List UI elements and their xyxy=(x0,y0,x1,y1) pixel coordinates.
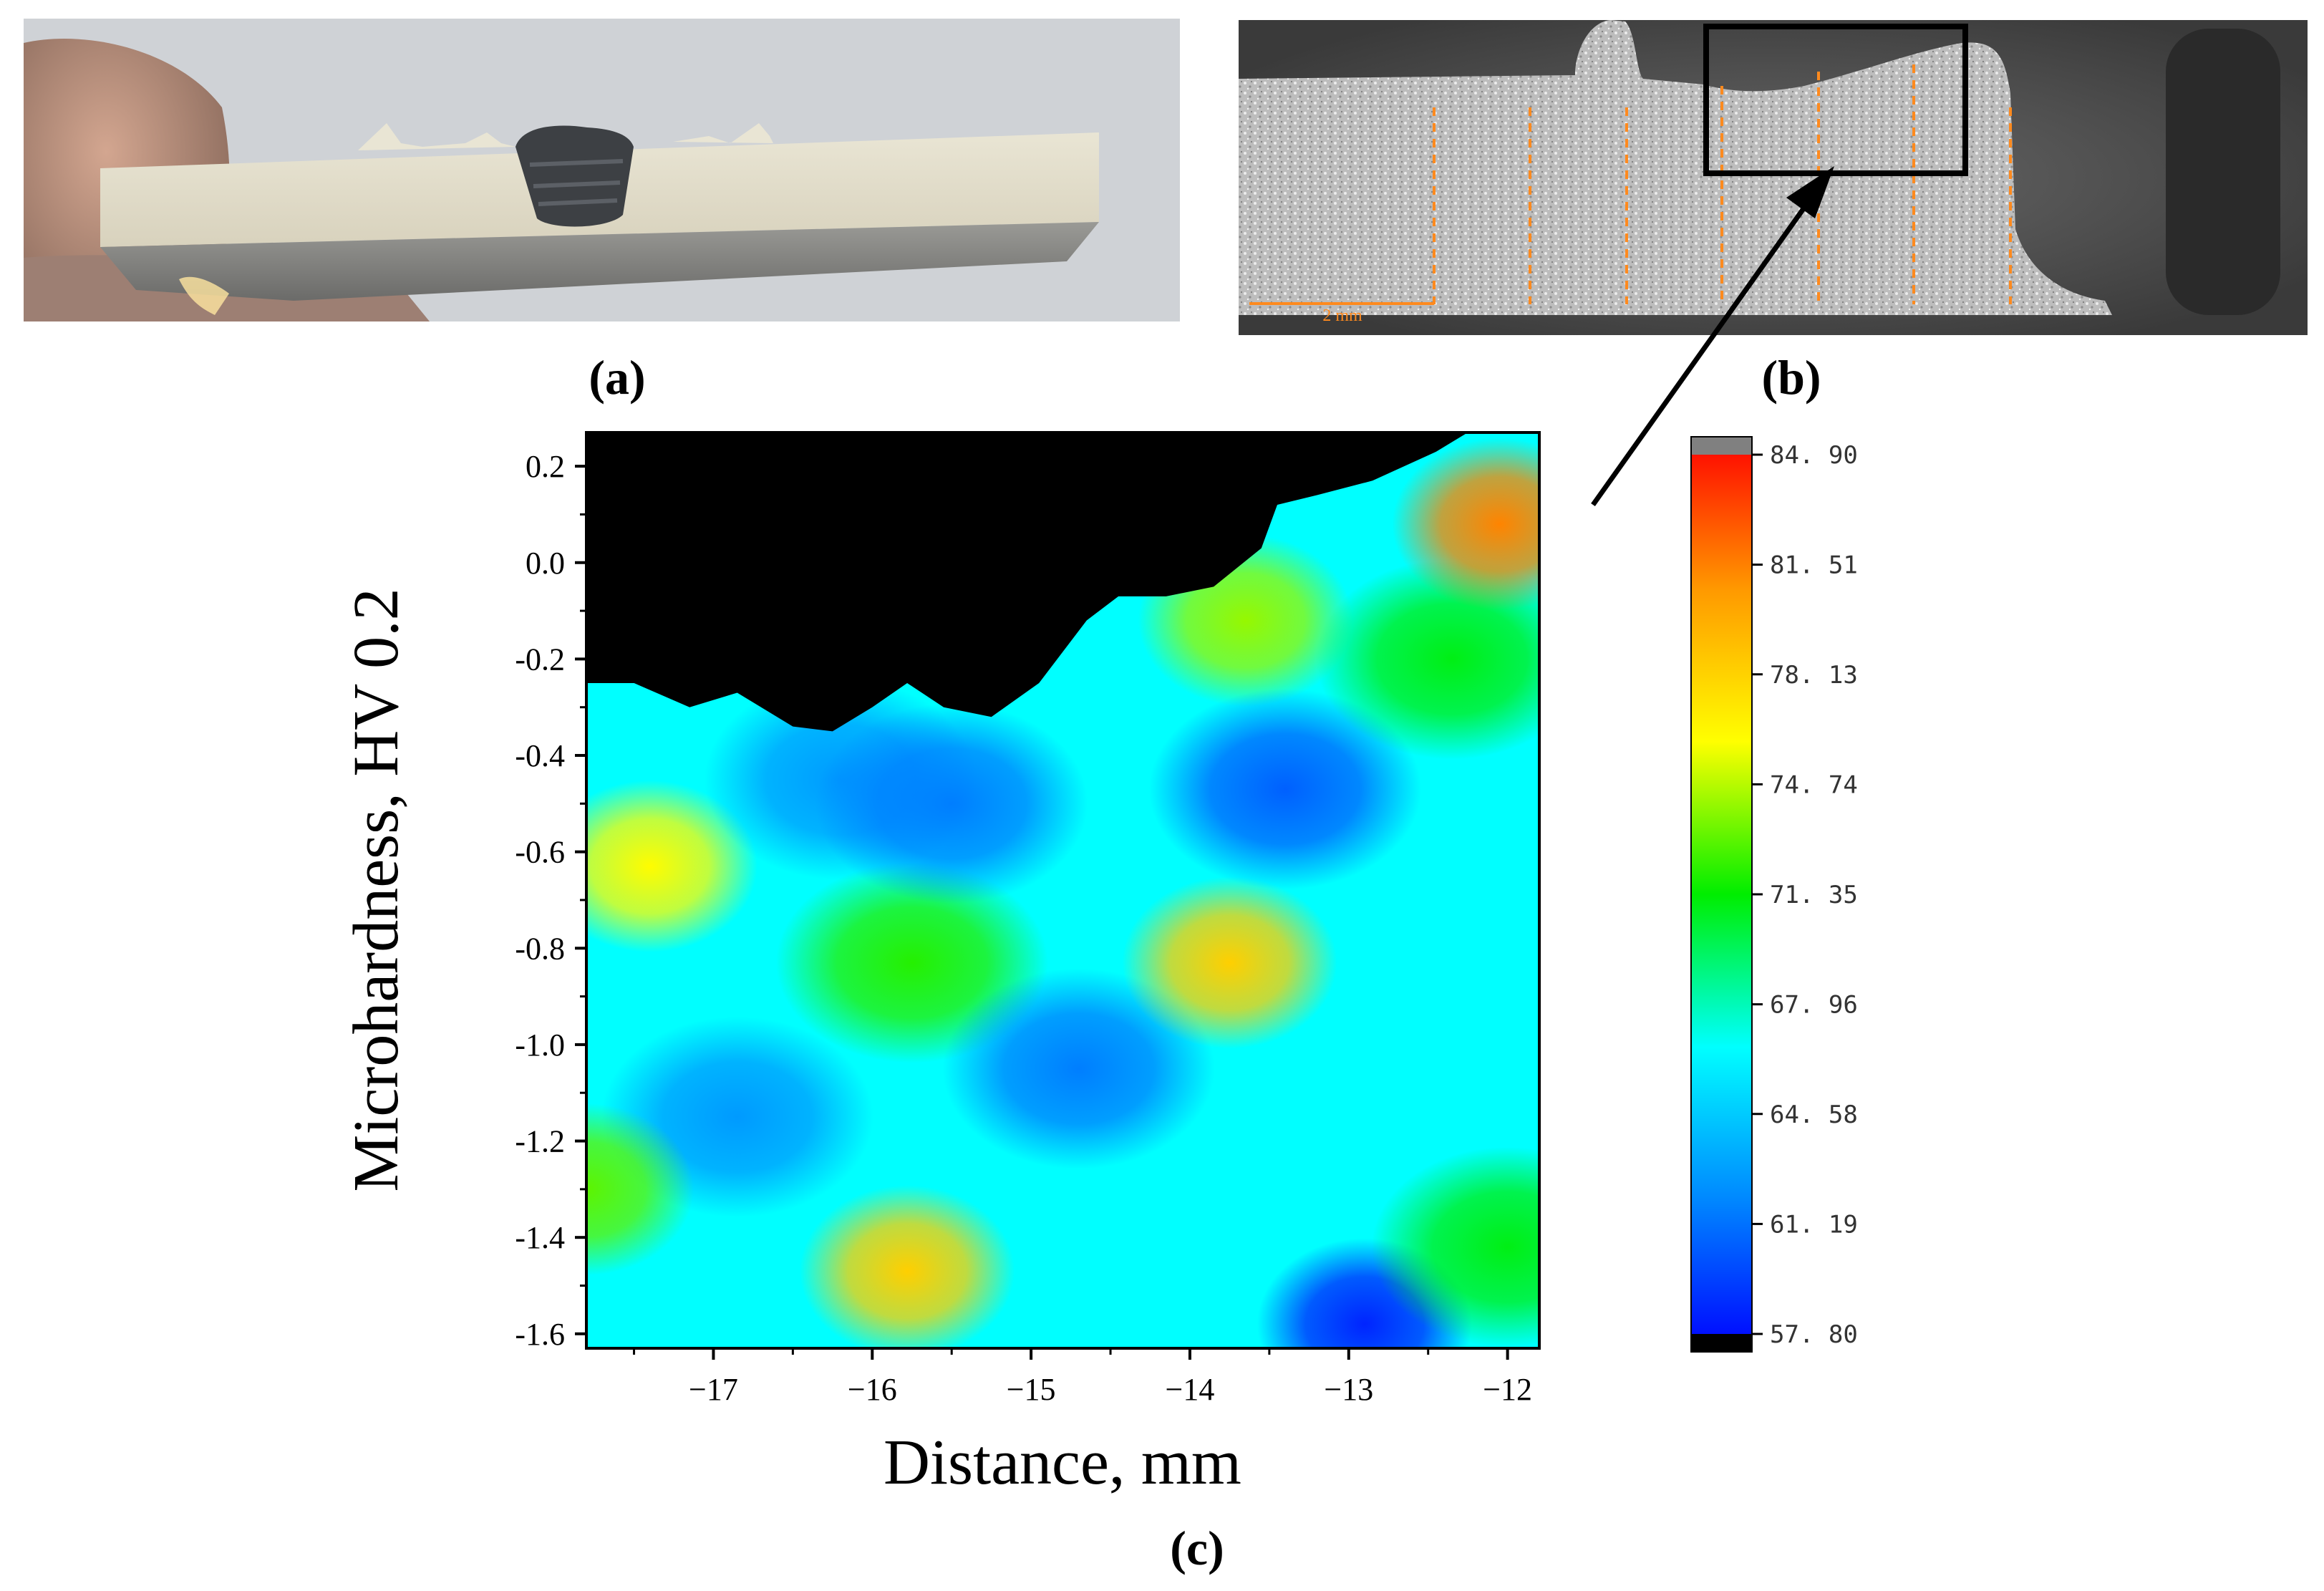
callout-arrow xyxy=(1591,166,1834,507)
colorbar-tick-label: 84. 90 xyxy=(1770,441,1858,470)
x-tick-label: −12 xyxy=(1483,1372,1532,1407)
mounting-resin-shadow xyxy=(2166,29,2280,315)
panel-b-macrograph: 2 mm xyxy=(1239,20,2308,335)
panel-a-photo xyxy=(24,19,1180,321)
plate-side-face xyxy=(100,222,1099,301)
hardness-zone xyxy=(586,780,757,952)
indent-lines xyxy=(1433,64,2012,304)
y-tick-label: -0.6 xyxy=(515,835,565,870)
y-tick-label: -1.6 xyxy=(515,1317,565,1352)
colorbar-tick-label: 74. 74 xyxy=(1770,770,1858,799)
y-axis-label: Microhardness, HV 0.2 xyxy=(341,588,412,1191)
colorbar-tick-label: 71. 35 xyxy=(1770,881,1858,909)
hardness-zone xyxy=(815,703,1088,904)
y-tick-label: 0.2 xyxy=(526,449,565,484)
y-tick-label: -1.0 xyxy=(515,1027,565,1063)
heatmap-plot: −17 −16 −15 −14 −13 −12 0.2 0.0 -0.2 -0.4 -0.6 -0.… xyxy=(515,431,1541,1407)
colorbar-tick-label: 67. 96 xyxy=(1770,991,1858,1020)
colorbar-tick-label: 61. 19 xyxy=(1770,1210,1858,1239)
light-reflection xyxy=(179,276,229,315)
x-axis-label: Distance, mm xyxy=(883,1427,1241,1498)
hardness-zone xyxy=(586,1103,694,1275)
colorbar-overflow-cap xyxy=(1691,437,1752,455)
specimen-surface-mask xyxy=(586,432,1539,732)
panel-b-label: (b) xyxy=(1761,350,1821,405)
colorbar-ticks: 84. 90 81. 51 78. 13 74. 74 71. 35 67. 96 64. … xyxy=(1752,441,1858,1349)
y-tick-label: -0.4 xyxy=(515,738,565,773)
y-axis-ticks: 0.2 0.0 -0.2 -0.4 -0.6 -0.8 -1.0 -1.2 -1.4 -1.6 xyxy=(515,449,586,1352)
x-tick-label: −15 xyxy=(1007,1372,1056,1407)
y-tick-label: -1.2 xyxy=(515,1124,565,1159)
region-of-interest-box xyxy=(1703,24,1968,176)
hardness-zone xyxy=(1392,437,1539,610)
colorbar-ramp xyxy=(1691,437,1752,1352)
weld-layers xyxy=(529,159,624,206)
y-tick-label: -0.8 xyxy=(515,931,565,966)
hardness-zone xyxy=(942,968,1215,1169)
right-fin xyxy=(673,123,773,143)
colorbar-tick-label: 57. 80 xyxy=(1770,1320,1858,1349)
colorbar-tick-label: 81. 51 xyxy=(1770,551,1858,580)
left-fin xyxy=(358,123,515,150)
y-tick-label: 0.0 xyxy=(526,546,565,581)
y-tick-label: -1.4 xyxy=(515,1220,565,1255)
colorbar: 84. 90 81. 51 78. 13 74. 74 71. 35 67. 96 64. … xyxy=(1690,436,1858,1353)
panel-c-label: (c) xyxy=(1170,1521,1224,1575)
colorbar-underflow-cap xyxy=(1691,1334,1752,1352)
x-tick-label: −14 xyxy=(1166,1372,1215,1407)
specimen-cross-section xyxy=(1239,20,2112,315)
y-tick-label: -0.2 xyxy=(515,642,565,677)
x-tick-label: −16 xyxy=(848,1372,897,1407)
hardness-zone xyxy=(1149,689,1422,890)
x-tick-label: −17 xyxy=(689,1372,738,1407)
panel-a-label: (a) xyxy=(589,350,645,405)
x-axis-ticks: −17 −16 −15 −14 −13 −12 xyxy=(633,1348,1532,1407)
hardness-field xyxy=(586,437,1539,1348)
plot-frame xyxy=(585,431,1541,1350)
hardness-zone xyxy=(1371,1146,1539,1348)
x-tick-label: −13 xyxy=(1324,1372,1373,1407)
colorbar-tick-label: 64. 58 xyxy=(1770,1101,1858,1129)
hardness-zone xyxy=(1122,876,1337,1049)
hardness-zone xyxy=(800,1185,1015,1348)
scale-bar-label: 2 mm xyxy=(1322,306,1362,325)
colorbar-tick-label: 78. 13 xyxy=(1770,661,1858,690)
